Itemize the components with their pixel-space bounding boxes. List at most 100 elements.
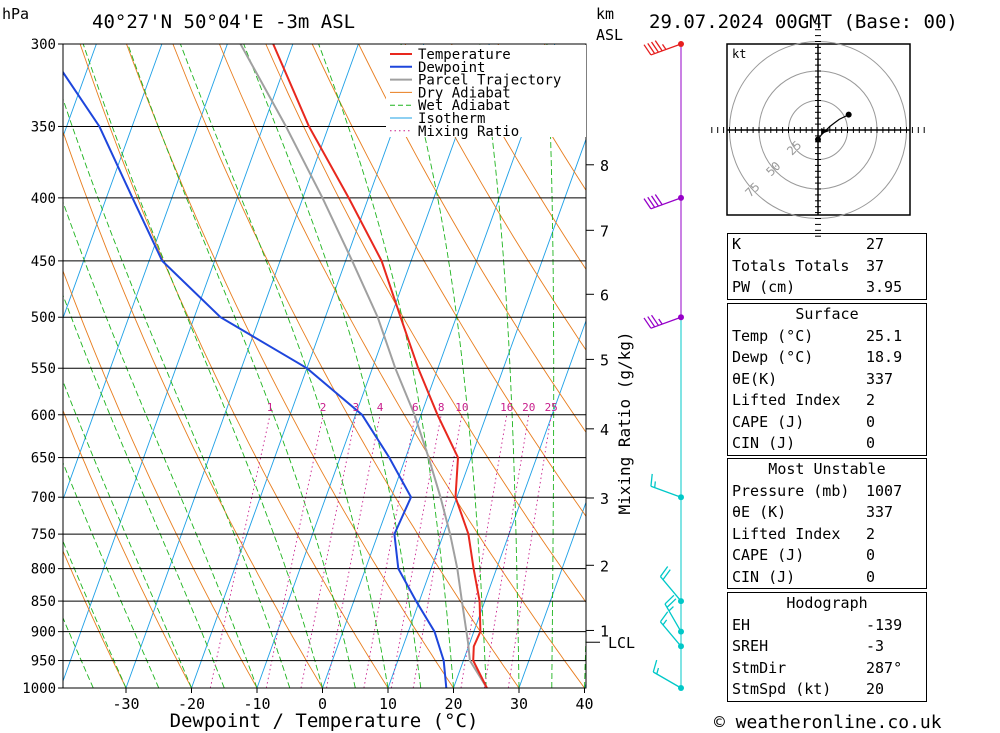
asl-axis-label: ASL	[596, 26, 623, 44]
stat-label: CAPE (J)	[732, 546, 805, 564]
pressure-tick-label: 350	[31, 120, 56, 136]
temperature-tick-label: 30	[510, 695, 528, 713]
pressure-tick-label: 400	[31, 191, 56, 207]
hodograph-table: Hodograph EH -139 SREH -3 StmDir 287° StmSp…	[727, 592, 927, 702]
stat-stmdir: StmDir 287°	[728, 658, 926, 680]
stat-mu-pressure: Pressure (mb) 1007	[728, 481, 926, 503]
pressure-tick-label: 800	[31, 562, 56, 578]
isotherm-line	[0, 44, 31, 688]
wind-barb-feather	[666, 598, 677, 608]
dry-adiabat-line	[358, 44, 586, 434]
stat-value: 337	[866, 369, 894, 388]
km-tick-label: 2	[600, 557, 609, 575]
hodograph-trace	[817, 114, 849, 140]
km-tick-label: 1	[600, 623, 609, 641]
isotherm-line	[63, 44, 163, 320]
stat-label: PW (cm)	[732, 278, 796, 296]
pressure-tick-label: 550	[31, 361, 56, 377]
stat-value: 0	[866, 412, 876, 431]
stat-value: 2	[866, 524, 876, 543]
stat-label: Lifted Index	[732, 524, 841, 543]
dry-adiabat-line	[451, 44, 586, 271]
legend-box	[386, 45, 586, 137]
wet-adiabat-line	[63, 380, 192, 688]
indices-table: K 27 Totals Totals 37 PW (cm) 3.95	[727, 233, 927, 300]
legend-label: Isotherm	[418, 111, 485, 127]
mixing-ratio-line	[507, 414, 552, 688]
surface-table: Surface Temp (°C) 25.1 Dewp (°C) 18.9 θE(K…	[727, 303, 927, 456]
wind-barb-half-feather	[662, 619, 668, 626]
mixing-ratio-label: 3	[353, 401, 360, 414]
stat-k: K 27	[728, 234, 926, 256]
legend-label: Dry Adiabat	[418, 85, 511, 101]
legend-label: Dewpoint	[418, 60, 485, 76]
wind-barb-feather	[643, 198, 652, 210]
pressure-tick-label: 300	[31, 37, 56, 53]
wind-barb-half-feather	[656, 667, 660, 675]
pressure-tick-label: 850	[31, 594, 56, 610]
wind-barb-feather	[647, 196, 656, 208]
stat-lifted-index: Lifted Index 2	[728, 390, 926, 412]
stat-label: CAPE (J)	[732, 412, 805, 431]
stat-mu-theta-e: θE (K) 337	[728, 502, 926, 524]
most-unstable-header: Most Unstable	[768, 460, 886, 478]
temperature-tick-label: 0	[318, 695, 327, 713]
dewpoint-line	[63, 70, 448, 688]
stat-cin: CIN (J) 0	[728, 433, 926, 455]
mixing-ratio-axis-title: Mixing Ratio (g/kg)	[615, 331, 634, 514]
lcl-label: LCL	[608, 634, 635, 652]
hpa-axis-label: hPa	[2, 5, 29, 23]
stat-value: 3.95	[866, 278, 903, 296]
wet-adiabat-line	[82, 44, 323, 688]
km-tick-label: 7	[600, 222, 609, 240]
stat-value: 1007	[866, 481, 903, 500]
copyright: © weatheronline.co.uk	[714, 712, 942, 733]
wind-barb-feather	[643, 317, 652, 329]
stat-label: Temp (°C)	[732, 326, 814, 345]
wind-barb-feather	[647, 42, 656, 54]
wind-barb-shaft	[650, 316, 682, 329]
stat-stmspd: StmSpd (kt) 20	[728, 679, 926, 701]
most-unstable-table: Most Unstable Pressure (mb) 1007 θE (K) 33…	[727, 458, 927, 589]
mixing-ratio-label: 25	[545, 401, 558, 414]
stat-mu-cin: CIN (J) 0	[728, 567, 926, 589]
mixing-ratio-line	[209, 414, 271, 688]
wind-barb-feather	[650, 314, 659, 326]
pressure-tick-label: 500	[31, 310, 56, 326]
stat-label: StmSpd (kt)	[732, 680, 832, 698]
pressure-tick-label: 750	[31, 527, 56, 543]
wind-barb-shaft	[659, 576, 682, 602]
wet-adiabat-line	[179, 44, 389, 688]
temperature-tick-label: -20	[178, 695, 205, 713]
pressure-tick-label: 900	[31, 625, 56, 641]
stat-value: 25.1	[866, 326, 903, 345]
stat-value: -139	[866, 615, 903, 634]
stat-value: 0	[866, 434, 876, 452]
pressure-tick-label: 1000	[22, 681, 56, 697]
wind-barb-feather	[662, 569, 671, 581]
wind-barb-shaft	[652, 671, 682, 689]
pressure-tick-label: 700	[31, 490, 56, 506]
mixing-ratio-line	[390, 414, 442, 688]
wind-barb-feather	[650, 41, 659, 53]
stat-value: 0	[866, 567, 876, 586]
location-title: 40°27'N 50°04'E -3m ASL	[92, 11, 355, 33]
pressure-tick-label: 950	[31, 654, 56, 670]
mixing-ratio-label: 10	[455, 401, 468, 414]
dry-adiabat-line	[218, 44, 585, 688]
mixing-ratio-label: 4	[377, 401, 384, 414]
stat-mu-lifted-index: Lifted Index 2	[728, 524, 926, 546]
wet-adiabat-line	[318, 44, 454, 688]
temperature-tick-label: -10	[243, 695, 270, 713]
stat-value: 37	[866, 256, 885, 275]
stat-label: Lifted Index	[732, 391, 841, 409]
stat-value: 18.9	[866, 348, 903, 366]
stat-totals: Totals Totals 37	[728, 256, 926, 278]
wind-barb-feather	[659, 611, 669, 623]
temperature-tick-label: 20	[444, 695, 462, 713]
wet-adiabat-line	[546, 44, 555, 688]
wet-adiabat-line	[63, 540, 127, 688]
dry-adiabat-line	[63, 550, 127, 688]
